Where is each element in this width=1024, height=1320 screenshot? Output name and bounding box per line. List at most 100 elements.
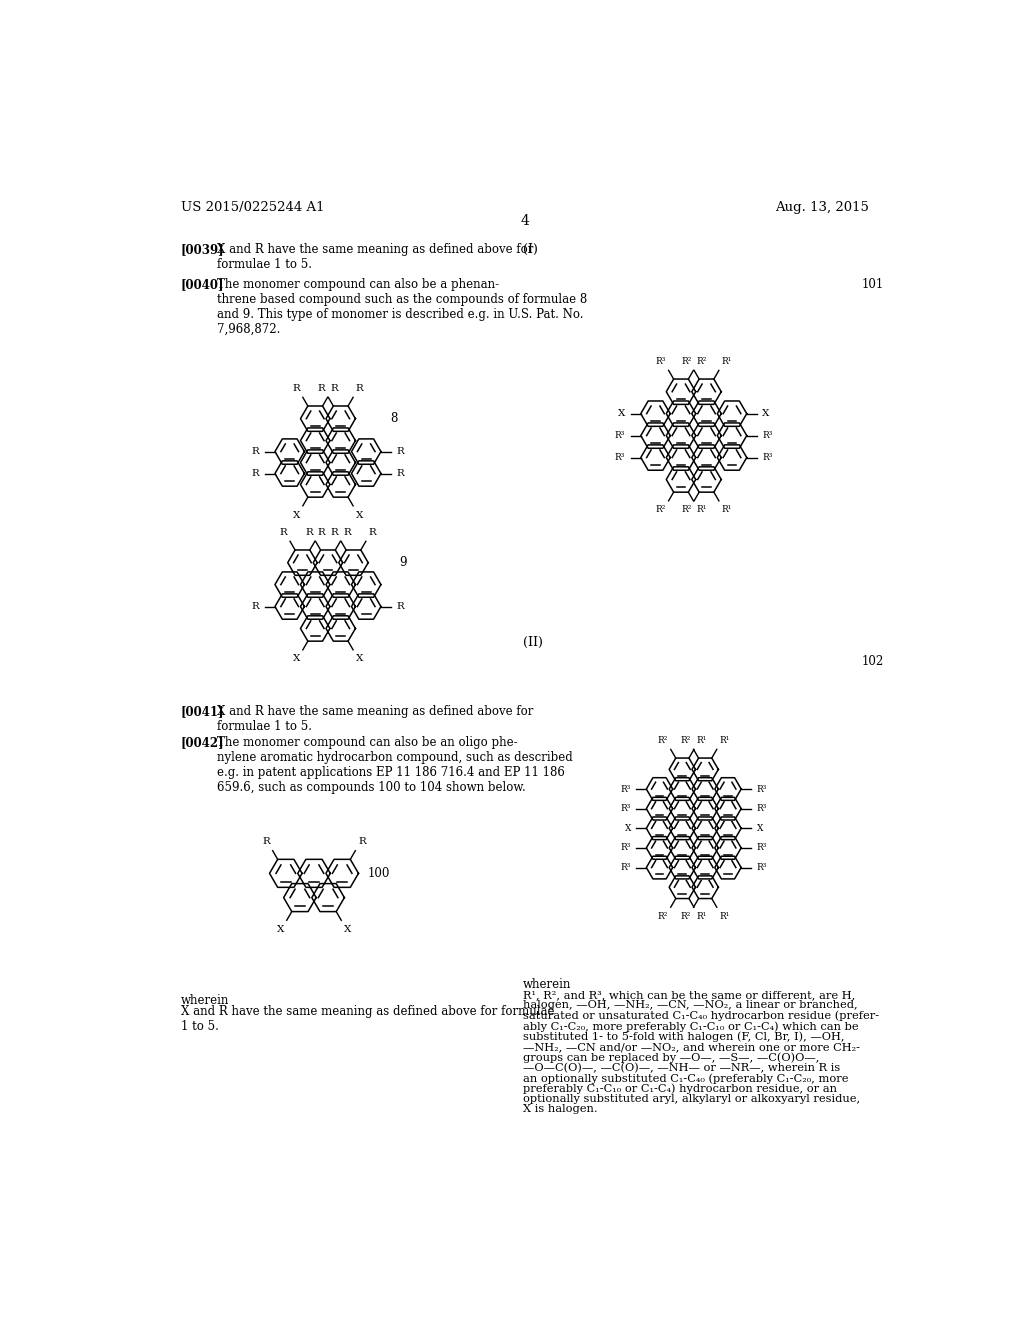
Polygon shape — [275, 461, 304, 486]
Polygon shape — [715, 837, 741, 859]
Text: 101: 101 — [861, 277, 884, 290]
Polygon shape — [288, 550, 317, 576]
Text: [0040]: [0040] — [180, 277, 224, 290]
Text: —NH₂, —CN and/or —NO₂, and wherein one or more CH₂-: —NH₂, —CN and/or —NO₂, and wherein one o… — [523, 1041, 860, 1052]
Polygon shape — [326, 616, 355, 642]
Text: X: X — [276, 925, 284, 935]
Text: R: R — [252, 469, 259, 478]
Polygon shape — [300, 407, 330, 432]
Text: R: R — [396, 447, 404, 457]
Text: R: R — [343, 528, 351, 537]
Text: 4: 4 — [520, 214, 529, 228]
Polygon shape — [275, 594, 304, 619]
Polygon shape — [300, 471, 330, 498]
Polygon shape — [646, 777, 673, 800]
Polygon shape — [715, 797, 741, 820]
Text: R¹: R¹ — [696, 735, 707, 744]
Text: [0042]: [0042] — [180, 737, 224, 748]
Text: 9: 9 — [399, 556, 407, 569]
Text: R³: R³ — [757, 843, 767, 853]
Text: X: X — [757, 824, 763, 833]
Text: R: R — [355, 384, 364, 392]
Polygon shape — [669, 797, 695, 820]
Text: R²: R² — [680, 735, 691, 744]
Text: X and R have the same meaning as defined above for formulae
1 to 5.: X and R have the same meaning as defined… — [180, 1006, 554, 1034]
Text: ably C₁-C₂₀, more preferably C₁-C₁₀ or C₁-C₄) which can be: ably C₁-C₂₀, more preferably C₁-C₁₀ or C… — [523, 1022, 859, 1032]
Text: R³: R³ — [762, 453, 772, 462]
Text: wherein: wherein — [523, 978, 571, 991]
Text: 8: 8 — [390, 412, 398, 425]
Text: optionally substituted aryl, alkylaryl or alkoxyaryl residue,: optionally substituted aryl, alkylaryl o… — [523, 1094, 860, 1104]
Text: R: R — [280, 528, 288, 537]
Polygon shape — [692, 857, 718, 879]
Polygon shape — [646, 837, 673, 859]
Polygon shape — [298, 859, 331, 887]
Polygon shape — [326, 572, 355, 597]
Text: R: R — [317, 528, 326, 537]
Text: R³: R³ — [757, 804, 767, 813]
Text: X: X — [625, 824, 631, 833]
Text: R: R — [331, 384, 338, 392]
Text: an optionally substituted C₁-C₄₀ (preferably C₁-C₂₀, more: an optionally substituted C₁-C₄₀ (prefer… — [523, 1073, 849, 1084]
Polygon shape — [715, 857, 741, 879]
Text: 102: 102 — [861, 655, 884, 668]
Polygon shape — [646, 817, 673, 840]
Polygon shape — [692, 758, 718, 780]
Text: X: X — [762, 409, 770, 418]
Polygon shape — [300, 428, 330, 453]
Text: R: R — [369, 528, 376, 537]
Polygon shape — [669, 758, 695, 780]
Text: R³: R³ — [757, 784, 767, 793]
Text: R: R — [252, 447, 259, 457]
Text: R³: R³ — [614, 432, 626, 440]
Text: Aug. 13, 2015: Aug. 13, 2015 — [775, 201, 869, 214]
Text: R²: R² — [680, 912, 691, 921]
Text: R²: R² — [657, 735, 668, 744]
Polygon shape — [692, 817, 718, 840]
Polygon shape — [326, 428, 355, 453]
Polygon shape — [300, 616, 330, 642]
Text: groups can be replaced by —O—, —S—, —C(O)O—,: groups can be replaced by —O—, —S—, —C(O… — [523, 1052, 819, 1063]
Text: X: X — [293, 655, 300, 664]
Polygon shape — [717, 422, 746, 449]
Polygon shape — [669, 817, 695, 840]
Polygon shape — [646, 797, 673, 820]
Polygon shape — [715, 817, 741, 840]
Text: X: X — [293, 511, 300, 520]
Polygon shape — [667, 445, 695, 470]
Text: The monomer compound can also be an oligo phe-
nylene aromatic hydrocarbon compo: The monomer compound can also be an olig… — [217, 737, 572, 793]
Text: (I): (I) — [523, 243, 539, 256]
Text: R¹: R¹ — [696, 912, 707, 921]
Text: R: R — [358, 837, 366, 846]
Text: R³: R³ — [621, 863, 631, 873]
Polygon shape — [692, 797, 718, 820]
Text: R¹: R¹ — [722, 506, 732, 515]
Text: R³: R³ — [621, 784, 631, 793]
Text: (II): (II) — [523, 636, 543, 649]
Text: —O—C(O)—, —C(O)—, —NH— or —NR—, wherein R is: —O—C(O)—, —C(O)—, —NH— or —NR—, wherein … — [523, 1063, 841, 1073]
Text: R³: R³ — [614, 453, 626, 462]
Polygon shape — [669, 777, 695, 800]
Text: R: R — [331, 528, 338, 537]
Polygon shape — [715, 777, 741, 800]
Text: R²: R² — [681, 506, 691, 515]
Text: The monomer compound can also be a phenan-
threne based compound such as the com: The monomer compound can also be a phena… — [217, 277, 588, 335]
Text: X and R have the same meaning as defined above for
formulae 1 to 5.: X and R have the same meaning as defined… — [217, 705, 534, 733]
Text: R: R — [396, 469, 404, 478]
Text: R: R — [305, 528, 313, 537]
Polygon shape — [284, 883, 316, 912]
Polygon shape — [667, 467, 695, 492]
Text: 100: 100 — [368, 867, 390, 880]
Polygon shape — [692, 837, 718, 859]
Polygon shape — [275, 572, 304, 597]
Text: R: R — [262, 837, 270, 846]
Text: R²: R² — [657, 912, 668, 921]
Polygon shape — [692, 777, 718, 800]
Polygon shape — [641, 401, 671, 426]
Polygon shape — [326, 450, 355, 475]
Text: R¹: R¹ — [696, 506, 707, 515]
Polygon shape — [641, 445, 671, 470]
Text: R¹: R¹ — [720, 912, 730, 921]
Text: preferably C₁-C₁₀ or C₁-C₄) hydrocarbon residue, or an: preferably C₁-C₁₀ or C₁-C₄) hydrocarbon … — [523, 1084, 838, 1094]
Polygon shape — [717, 401, 746, 426]
